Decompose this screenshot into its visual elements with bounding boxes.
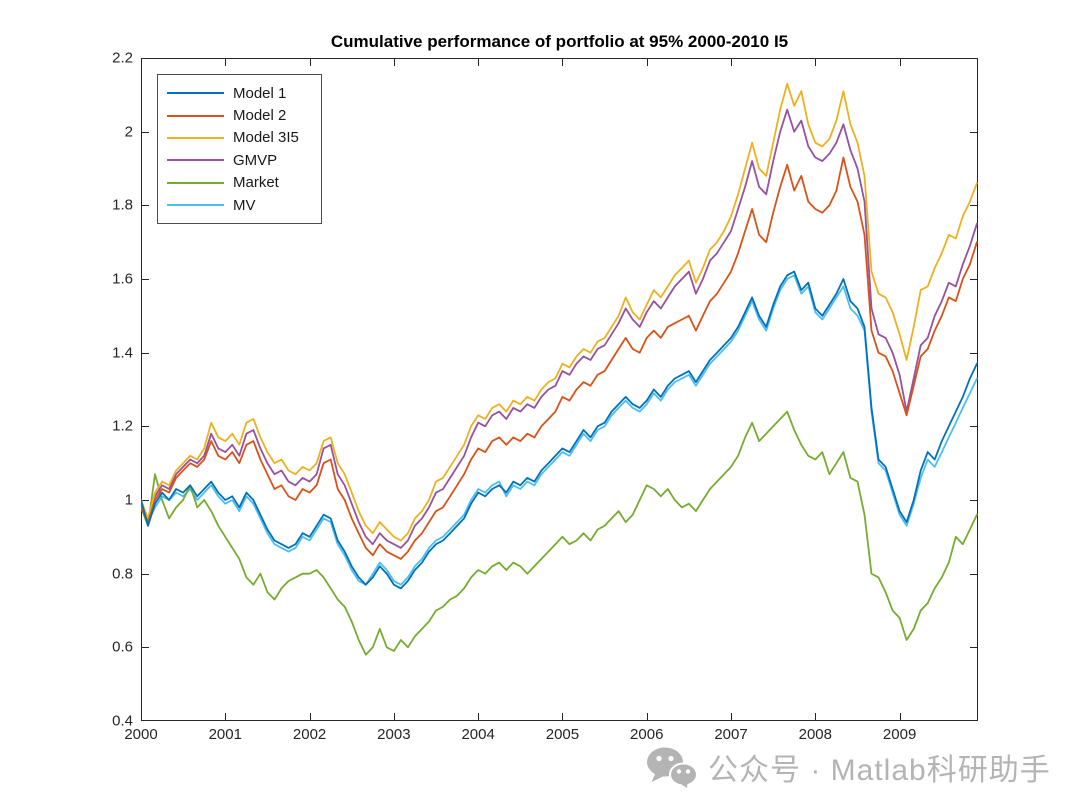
legend-item-model-3i5: Model 3I5 xyxy=(167,127,321,149)
chart-title: Cumulative performance of portfolio at 9… xyxy=(330,32,789,51)
y-axis-label-2.2: 2.2 xyxy=(112,49,133,67)
legend-line-sample xyxy=(167,92,224,95)
legend-item-model-1: Model 1 xyxy=(167,82,321,104)
y-axis-label-1: 1 xyxy=(124,491,133,509)
y-axis-label-1.8: 1.8 xyxy=(112,196,133,214)
watermark: 公众号 · Matlab科研助手 xyxy=(645,745,1051,789)
y-axis-label-2: 2 xyxy=(124,123,133,141)
legend-line-sample xyxy=(167,181,224,184)
legend-item-gmvp: GMVP xyxy=(167,149,321,171)
legend-line-sample xyxy=(167,114,224,117)
legend-line-sample xyxy=(167,136,224,139)
legend-label: Market xyxy=(233,174,279,192)
y-axis-label-0.4: 0.4 xyxy=(112,712,133,730)
wechat-icon xyxy=(647,747,698,788)
x-axis-label-2008: 2008 xyxy=(798,726,832,743)
x-axis-label-2007: 2007 xyxy=(714,726,748,743)
x-axis-label-2003: 2003 xyxy=(377,726,411,743)
x-axis-label-2001: 2001 xyxy=(208,726,242,743)
x-axis-label-2000: 2000 xyxy=(124,726,158,743)
series-line-gmvp xyxy=(141,108,978,549)
plot-area xyxy=(141,58,978,721)
legend-label: GMVP xyxy=(233,151,278,169)
legend-item-market: Market xyxy=(167,172,321,194)
line-chart-canvas xyxy=(141,58,978,721)
x-axis-label-2009: 2009 xyxy=(882,726,917,743)
legend-box: Model 1 Model 2 Model 3I5 GMVP Market MV xyxy=(157,74,322,225)
x-axis-label-2006: 2006 xyxy=(630,726,664,743)
legend-label: Model 2 xyxy=(233,107,287,125)
legend-label: Model 1 xyxy=(233,84,287,102)
legend-line-sample xyxy=(167,159,224,162)
legend-item-model-2: Model 2 xyxy=(167,104,321,126)
x-axis-label-2004: 2004 xyxy=(461,726,495,743)
legend-label: MV xyxy=(233,196,256,214)
x-axis-label-2002: 2002 xyxy=(292,726,327,743)
y-axis-label-0.6: 0.6 xyxy=(112,638,133,656)
series-line-model-2 xyxy=(141,156,978,560)
y-axis-label-1.2: 1.2 xyxy=(112,417,133,435)
legend-line-sample xyxy=(167,204,224,207)
watermark-text: 公众号 · Matlab科研助手 xyxy=(708,754,1051,787)
legend-item-mv: MV xyxy=(167,194,321,216)
y-axis-label-0.8: 0.8 xyxy=(112,565,133,583)
x-axis-label-2005: 2005 xyxy=(545,726,580,743)
series-line-model-3i5 xyxy=(141,82,978,542)
y-axis-label-1.6: 1.6 xyxy=(112,270,133,288)
legend-label: Model 3I5 xyxy=(233,129,299,147)
series-line-market xyxy=(141,410,978,656)
y-axis-label-1.4: 1.4 xyxy=(112,344,133,362)
series-line-mv xyxy=(141,274,978,586)
axes-box xyxy=(141,58,978,721)
series-line-model-1 xyxy=(141,270,978,590)
